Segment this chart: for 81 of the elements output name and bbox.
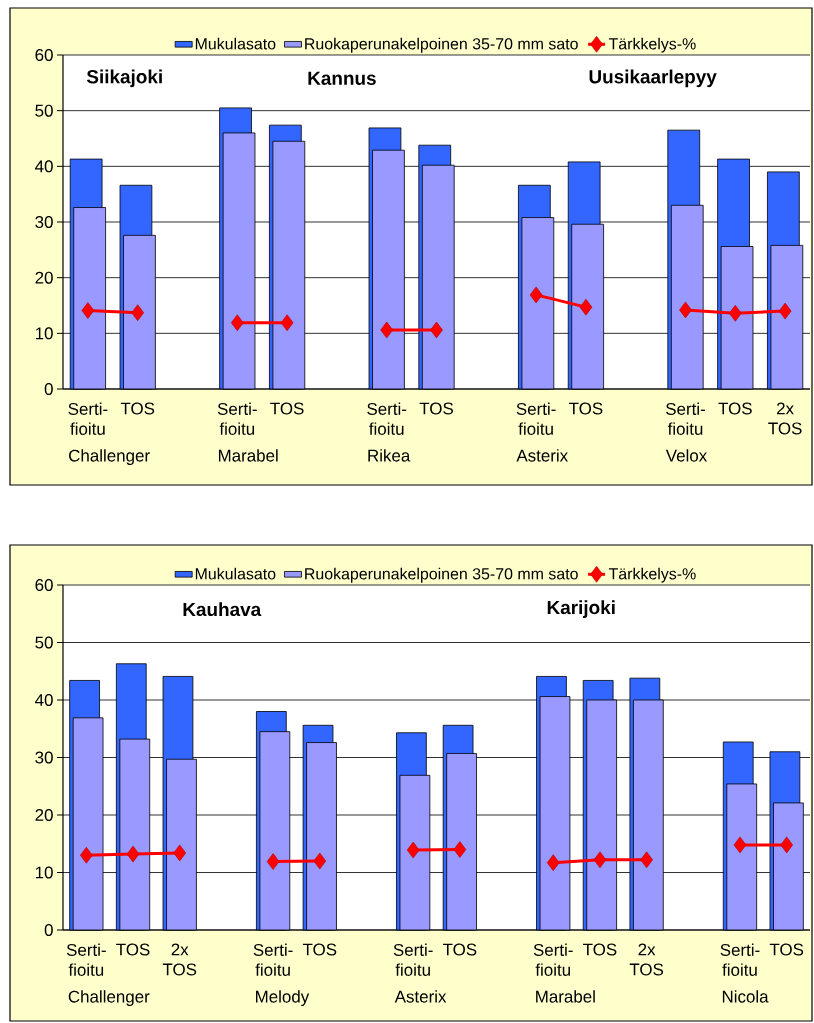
y-tick-label: 30 (35, 215, 53, 228)
point (733, 836, 747, 854)
point (313, 852, 327, 870)
legend-label: Tärkkelys-% (608, 37, 696, 53)
point (231, 314, 244, 332)
text: Melody (256, 990, 310, 1006)
y-tick-label: 50 (35, 636, 53, 649)
x-tick-label: Serti- fioitu (68, 402, 108, 435)
point (529, 286, 543, 304)
text: Asterix (394, 990, 447, 1003)
point (81, 302, 95, 319)
x-tick-label: Serti- fioitu (253, 943, 293, 976)
point (406, 841, 420, 859)
y-tick-label: 40 (35, 160, 53, 173)
annotation: Kauhava (183, 602, 262, 617)
legend-label: Ruokaperunakelpoinen 35-70 mm sato (305, 37, 578, 53)
y-tick-label: 10 (35, 866, 53, 879)
point (780, 836, 793, 854)
y-tick-label: 40 (35, 694, 53, 706)
y-tick-label: 0 (44, 382, 53, 395)
point (173, 844, 187, 862)
x-tick-label: TOS (270, 402, 304, 415)
point (453, 841, 467, 858)
point (380, 321, 393, 339)
x-tick-label: TOS (769, 943, 804, 956)
text: Marabel (218, 449, 278, 462)
point (593, 851, 607, 869)
text: Marabel (536, 990, 595, 1003)
x-tick-label: TOS (569, 402, 603, 415)
point (579, 298, 593, 316)
x-tick-label: TOS (583, 943, 617, 956)
point (640, 851, 653, 869)
x-tick-label: Serti- fioitu (66, 943, 106, 976)
x-tick-label: Serti- fioitu (720, 943, 760, 976)
point (80, 846, 93, 864)
point (126, 845, 140, 863)
x-tick-label: TOS (419, 402, 453, 415)
x-tick-label: TOS (718, 402, 752, 415)
legend-label: Mukulasato (195, 37, 276, 50)
annotation: Karijoki (547, 600, 615, 618)
y-tick-label: 60 (35, 579, 53, 591)
x-tick-label: TOS (442, 943, 477, 956)
x-tick-label: Serti- fioitu (217, 402, 257, 435)
point (280, 314, 294, 332)
x-tick-label: 2x TOS (629, 943, 664, 976)
point (266, 853, 280, 870)
point (778, 302, 792, 320)
y-tick-label: 60 (35, 49, 53, 61)
text: Asterix (516, 449, 568, 462)
y-tick-label: 30 (35, 751, 53, 764)
y-tick-label: 20 (35, 809, 53, 821)
point (679, 301, 692, 319)
annotation: Uusikaarlepyy (589, 69, 717, 88)
x-tick-label: Serti- fioitu (516, 402, 556, 435)
text: Nicola (722, 990, 769, 1003)
point (131, 304, 144, 322)
y-tick-label: 0 (44, 924, 53, 936)
x-tick-label: Serti- fioitu (393, 943, 433, 976)
x-tick-label: Serti- fioitu (533, 943, 573, 976)
x-tick-label: TOS (116, 943, 150, 956)
annotation: Siikajoki (86, 69, 162, 88)
text: Rikea (368, 449, 411, 462)
x-tick-label: 2x TOS (768, 402, 802, 435)
text: Velox (665, 449, 708, 462)
text: Challenger (69, 449, 150, 465)
x-tick-label: Serti- fioitu (666, 402, 705, 435)
legend-label: Mukulasato (195, 567, 276, 580)
annotation: Kannus (308, 71, 376, 85)
y-tick-label: 20 (35, 271, 53, 284)
y-tick-label: 50 (35, 104, 53, 117)
point (430, 321, 443, 339)
x-tick-label: 2x TOS (162, 943, 197, 976)
y-tick-label: 10 (35, 327, 53, 340)
point (729, 304, 742, 322)
legend-label: Tärkkelys-% (608, 567, 696, 583)
legend-label: Ruokaperunakelpoinen 35-70 mm sato (305, 567, 578, 583)
x-tick-label: TOS (120, 402, 155, 415)
x-tick-label: TOS (302, 943, 337, 956)
x-tick-label: Serti- fioitu (367, 402, 407, 435)
point (546, 854, 560, 872)
text: Challenger (68, 990, 150, 1006)
